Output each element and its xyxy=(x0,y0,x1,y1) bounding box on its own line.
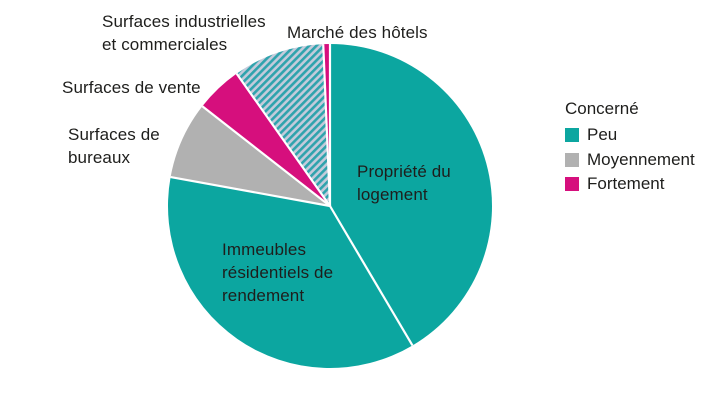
pie-slice-immeubles-residentiels-de-rendement xyxy=(167,177,413,368)
pie-separator xyxy=(322,44,332,207)
pie-separator xyxy=(329,205,414,346)
pie-separator xyxy=(235,72,331,207)
label-propriete-du-logement: Propriété du logement xyxy=(357,162,451,204)
legend-label-moyennement: Moyennement xyxy=(587,149,695,169)
label-surfaces-de-vente: Surfaces de vente xyxy=(62,78,201,97)
label-immeubles-residentiels: Immeubles résidentiels de rendement xyxy=(222,240,334,305)
legend-title: Concerné xyxy=(565,99,639,118)
legend-item-peu: Peu xyxy=(565,123,695,148)
pie-slice-surfaces-de-vente xyxy=(202,73,330,207)
label-surfaces-industrielles-et-commerciales: Surfaces industrielles et commerciales xyxy=(102,12,266,54)
legend-swatch-moyennement xyxy=(565,152,579,167)
pie-slices-group xyxy=(167,43,492,368)
label-marche-des-hotels: Marché des hôtels xyxy=(287,23,428,42)
legend: Concerné Peu Moyennement Fortement xyxy=(565,97,695,197)
pie-separator xyxy=(201,105,331,207)
legend-swatch-fortement xyxy=(565,177,579,192)
pie-separator xyxy=(170,175,331,208)
label-surfaces-de-bureaux: Surfaces de bureaux xyxy=(68,125,160,167)
pie-slice-surfaces-de-bureaux xyxy=(170,106,330,206)
legend-item-fortement: Fortement xyxy=(565,172,695,197)
pie-slice-propriete-du-logement xyxy=(330,44,492,346)
pie-slice-surfaces-industrielles-et-commerciales xyxy=(236,44,330,206)
legend-label-fortement: Fortement xyxy=(587,174,665,194)
pie-separators-group xyxy=(170,44,414,346)
legend-label-peu: Peu xyxy=(587,125,618,145)
legend-swatch-peu xyxy=(565,128,579,143)
legend-item-moyennement: Moyennement xyxy=(565,148,695,173)
